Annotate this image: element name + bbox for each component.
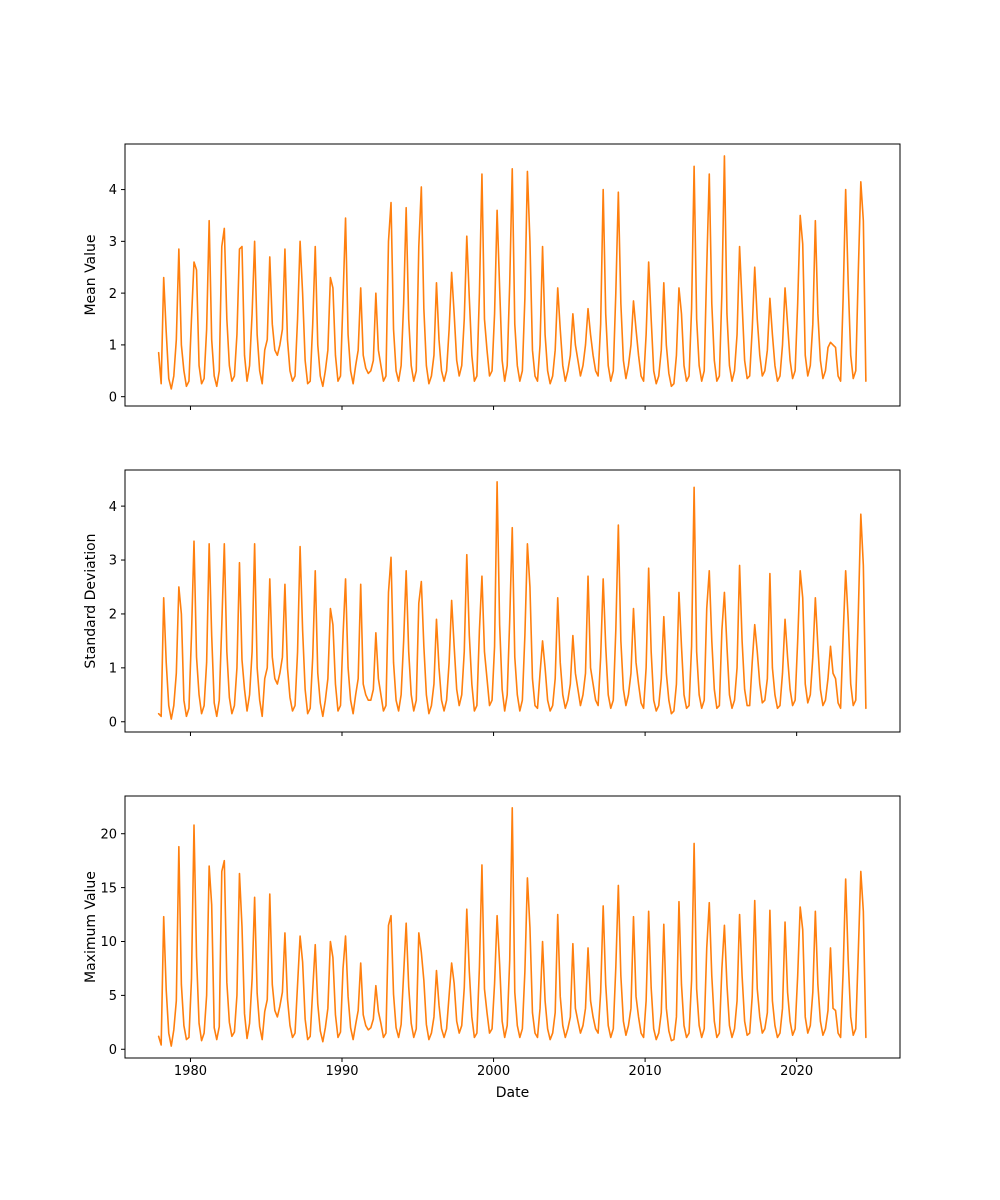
y-tick-label: 15 [100,881,117,896]
y-tick-label: 3 [109,235,117,250]
y-tick-label: 10 [100,935,117,950]
y-tick-label: 0 [109,715,117,730]
subplot-maximum-value: 1980 1990 2000 2010 2020 0 5 10 15 20 Maximum Valu… [83,795,901,1101]
y-tick-label: 0 [109,1043,117,1058]
y-tick-label: 5 [109,989,117,1004]
y-axis-label: Standard Deviation [83,533,99,668]
x-tick-label: 2020 [780,1064,813,1079]
series-line-max [157,807,867,1047]
y-tick-label: 0 [109,390,117,405]
axes-frame [124,143,901,407]
x-tick-label: 2000 [477,1064,510,1079]
series-line-mean [157,155,867,390]
y-tick-label: 1 [109,339,117,354]
x-tick-label: 1980 [174,1064,207,1079]
y-tick-label: 3 [109,554,117,569]
subplot-standard-deviation: 0 1 2 3 4 Standard Deviation [83,469,901,736]
y-tick-label: 1 [109,662,117,677]
x-tick-label: 1990 [325,1064,358,1079]
axes-frame [124,469,901,733]
y-tick-label: 4 [109,183,117,198]
y-tick-label: 20 [100,827,117,842]
y-tick-label: 4 [109,500,117,515]
y-tick-label: 2 [109,287,117,302]
x-tick-label: 2010 [629,1064,662,1079]
y-axis-label: Maximum Value [83,871,99,983]
axes-frame [124,795,901,1059]
subplot-mean-value: 0 1 2 3 4 Mean Value [83,143,901,410]
x-axis-label: Date [496,1085,529,1101]
y-axis-label: Mean Value [83,234,99,315]
y-tick-label: 2 [109,608,117,623]
series-line-std [157,481,867,720]
